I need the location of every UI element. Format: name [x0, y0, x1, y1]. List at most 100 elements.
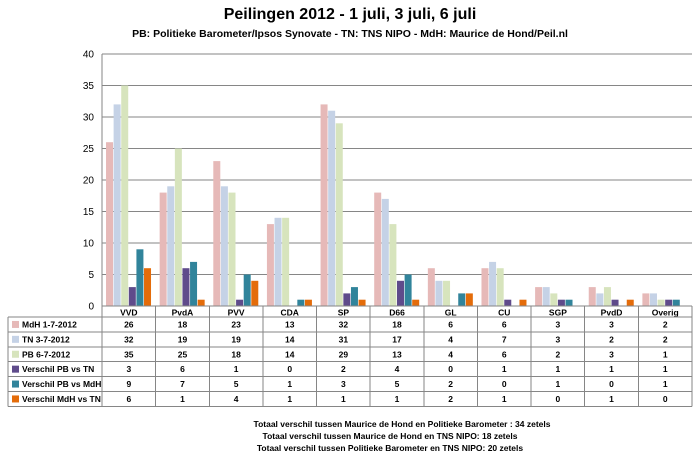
bar — [221, 186, 228, 306]
x-tick-label: PvdA — [172, 308, 194, 318]
bar — [328, 111, 335, 306]
y-tick-label: 15 — [83, 207, 95, 218]
bar — [589, 287, 596, 306]
bar — [428, 268, 435, 306]
bar — [282, 218, 289, 306]
data-label: 1 — [234, 364, 239, 374]
bar — [389, 224, 396, 306]
bar — [106, 142, 113, 306]
data-label: 9 — [126, 379, 131, 389]
bar — [136, 249, 143, 306]
data-label: 13 — [285, 319, 295, 329]
legend-label: Verschil PB vs TN — [22, 364, 94, 374]
data-label: 1 — [663, 379, 668, 389]
bar — [175, 149, 182, 307]
data-label: 6 — [502, 319, 507, 329]
data-label: 6 — [126, 394, 131, 404]
data-label: 6 — [180, 364, 185, 374]
data-label: 0 — [556, 394, 561, 404]
bar — [650, 293, 657, 306]
data-label: 0 — [287, 364, 292, 374]
bar — [167, 186, 174, 306]
bar — [627, 300, 634, 306]
bar — [405, 275, 412, 307]
bar — [198, 300, 205, 306]
data-label: 32 — [339, 319, 349, 329]
data-label: 3 — [609, 319, 614, 329]
footnote-pb-tn: Totaal verschil tussen Politieke Baromet… — [40, 443, 700, 453]
data-label: 17 — [392, 334, 402, 344]
data-label: 4 — [234, 394, 239, 404]
data-label: 0 — [609, 379, 614, 389]
bar — [297, 300, 304, 306]
bar — [114, 104, 121, 306]
bar — [558, 300, 565, 306]
data-label: 3 — [341, 379, 346, 389]
x-tick-label: Overig — [652, 308, 679, 318]
data-label: 5 — [395, 379, 400, 389]
data-label: 3 — [556, 334, 561, 344]
bar — [251, 281, 258, 306]
data-label: 14 — [285, 349, 295, 359]
data-label: 0 — [448, 364, 453, 374]
bar — [612, 300, 619, 306]
y-tick-label: 20 — [83, 176, 95, 187]
bar — [305, 300, 312, 306]
bar — [550, 293, 557, 306]
data-label: 1 — [609, 394, 614, 404]
bar — [336, 123, 343, 306]
bar — [144, 268, 151, 306]
data-label: 1 — [287, 379, 292, 389]
data-label: 1 — [609, 364, 614, 374]
data-label: 4 — [448, 349, 453, 359]
bar — [535, 287, 542, 306]
legend-label: PB 6-7-2012 — [22, 349, 70, 359]
bar — [129, 287, 136, 306]
legend-label: TN 3-7-2012 — [22, 334, 70, 344]
bar — [121, 86, 128, 307]
data-label: 1 — [180, 394, 185, 404]
x-tick-label: PVV — [228, 308, 245, 318]
bar — [213, 161, 220, 306]
legend-swatch — [12, 381, 19, 388]
data-label: 23 — [231, 319, 241, 329]
legend-label: MdH 1-7-2012 — [22, 319, 77, 329]
data-label: 14 — [285, 334, 295, 344]
data-label: 0 — [502, 379, 507, 389]
bar — [543, 287, 550, 306]
bar — [466, 293, 473, 306]
data-label: 4 — [448, 334, 453, 344]
legend-label: Verschil PB vs MdH — [22, 379, 101, 389]
data-label: 2 — [448, 379, 453, 389]
legend-swatch — [12, 351, 19, 358]
data-label: 5 — [234, 379, 239, 389]
data-label: 3 — [126, 364, 131, 374]
bar — [665, 300, 672, 306]
bar — [275, 218, 282, 306]
bar — [160, 193, 167, 306]
data-label: 1 — [556, 379, 561, 389]
bar — [374, 193, 381, 306]
y-tick-label: 10 — [83, 239, 95, 250]
data-label: 1 — [287, 394, 292, 404]
data-label: 2 — [663, 319, 668, 329]
bar — [604, 287, 611, 306]
x-tick-label: CU — [498, 308, 510, 318]
x-tick-label: VVD — [120, 308, 137, 318]
data-label: 35 — [124, 349, 134, 359]
y-tick-label: 35 — [83, 81, 95, 92]
bar — [481, 268, 488, 306]
data-label: 2 — [663, 334, 668, 344]
data-label: 31 — [339, 334, 349, 344]
data-label: 32 — [124, 334, 134, 344]
data-label: 3 — [556, 319, 561, 329]
bar — [519, 300, 526, 306]
data-label: 1 — [395, 394, 400, 404]
bar — [642, 293, 649, 306]
y-tick-label: 30 — [83, 113, 95, 124]
data-label: 7 — [180, 379, 185, 389]
bar — [190, 262, 197, 306]
bar — [443, 281, 450, 306]
footnote-mdh-pb: Totaal verschil tussen Maurice de Hond e… — [52, 419, 700, 429]
